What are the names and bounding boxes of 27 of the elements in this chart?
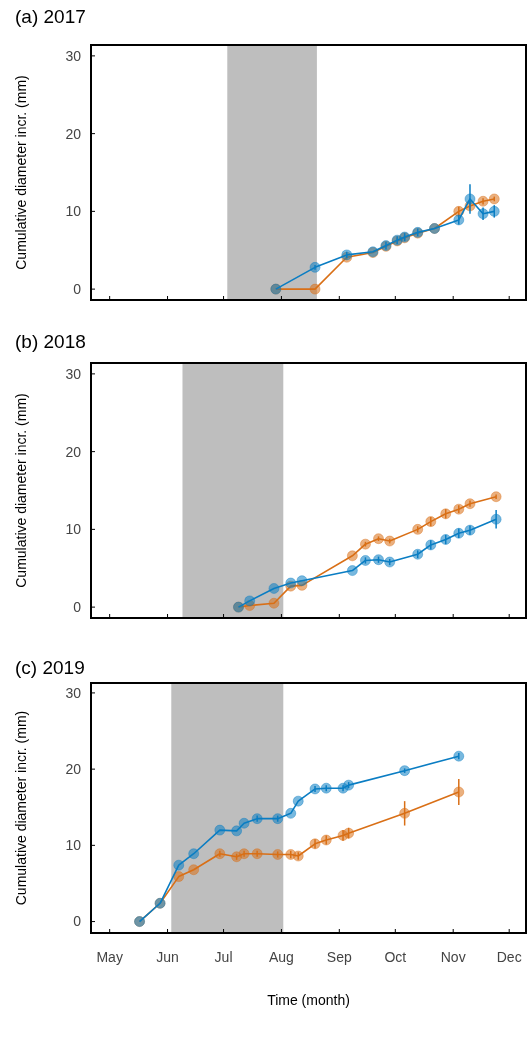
- y-tick-label: 30: [65, 47, 82, 64]
- chart-title: (b) 2018: [15, 331, 86, 352]
- y-tick-label: 10: [65, 521, 82, 538]
- y-tick-label: 20: [65, 443, 82, 460]
- y-tick-label: 30: [65, 684, 82, 701]
- y-tick-label: 0: [73, 913, 82, 930]
- x-tick-label: Jul: [214, 949, 233, 965]
- x-tick-label: May: [96, 949, 123, 965]
- y-tick-label: 10: [65, 837, 82, 854]
- x-tick-label: Sep: [326, 949, 352, 965]
- y-tick-label: 0: [73, 281, 82, 298]
- x-axis-title: Time (month): [267, 992, 350, 1008]
- y-tick-label: 20: [65, 761, 82, 778]
- y-tick-label: 30: [65, 365, 82, 382]
- x-tick-label: Jun: [156, 949, 179, 965]
- y-tick-label: 0: [73, 599, 82, 616]
- chart-title: (c) 2019: [15, 657, 85, 678]
- chart-title: (a) 2017: [15, 6, 86, 27]
- y-axis-title: Cumulative diameter incr. (mm): [13, 710, 29, 906]
- x-tick-label: Nov: [440, 949, 466, 965]
- x-tick-label: Dec: [496, 949, 522, 965]
- y-tick-label: 10: [65, 203, 82, 220]
- y-axis-title: Cumulative diameter incr. (mm): [13, 75, 29, 270]
- y-tick-label: 20: [65, 125, 82, 142]
- x-tick-label: Oct: [384, 949, 407, 965]
- y-axis-title: Cumulative diameter incr. (mm): [13, 393, 29, 588]
- x-tick-label: Aug: [268, 949, 294, 965]
